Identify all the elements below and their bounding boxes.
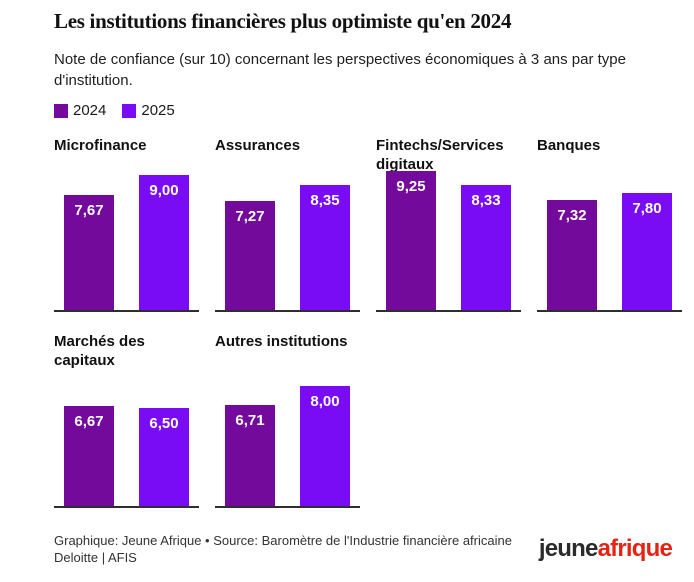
legend-swatch-2025 xyxy=(122,103,137,118)
chart-panel: Microfinance 7,67 9,00 xyxy=(54,136,199,312)
panel-plot-area: 6,67 6,50 xyxy=(54,358,199,508)
chart-panel: Fintechs/Services digitaux 9,25 8,33 xyxy=(376,136,521,312)
legend-label-2024: 2024 xyxy=(73,102,107,119)
panel-title: Assurances xyxy=(215,137,301,154)
bar-2024: 6,71 xyxy=(225,405,275,506)
bar-2025: 9,00 xyxy=(139,175,189,310)
bar-2024: 6,67 xyxy=(64,406,114,506)
panel-title: Autres institutions xyxy=(215,333,348,350)
bar-value-label: 8,35 xyxy=(310,192,340,209)
legend-swatch-2024 xyxy=(54,103,68,118)
footer: Graphique: Jeune Afrique • Source: Barom… xyxy=(54,532,682,566)
bar-value-label: 7,67 xyxy=(74,202,104,219)
logo-part-jeune: jeune xyxy=(538,535,598,562)
bar-2025: 8,35 xyxy=(300,185,350,310)
bar-value-label: 6,71 xyxy=(235,412,265,429)
bar-value-label: 6,67 xyxy=(74,413,104,430)
bar-2024: 9,25 xyxy=(386,171,436,310)
chart-panel: Assurances 7,27 8,35 xyxy=(215,136,360,312)
bar-2025: 6,50 xyxy=(139,408,189,506)
panel-plot-area: 7,67 9,00 xyxy=(54,162,199,312)
legend-label-2025: 2025 xyxy=(141,102,175,119)
bar-2025: 8,33 xyxy=(461,185,511,310)
chart-panel: Banques 7,32 7,80 xyxy=(537,136,682,312)
bar-2024: 7,27 xyxy=(225,201,275,310)
bar-2024: 7,32 xyxy=(547,200,597,310)
chart-row-1: Microfinance 7,67 9,00 Assurances 7,27 8… xyxy=(54,136,682,312)
bar-value-label: 9,25 xyxy=(396,178,426,195)
bar-2025: 8,00 xyxy=(300,386,350,506)
bar-value-label: 8,33 xyxy=(471,192,501,209)
credit-source-text: Graphique: Jeune Afrique • Source: Barom… xyxy=(54,533,512,565)
panel-title: Microfinance xyxy=(54,137,147,154)
bar-value-label: 6,50 xyxy=(149,415,179,432)
chart-subtitle: Note de confiance (sur 10) concernant le… xyxy=(54,51,626,89)
chart-title: Les institutions financières plus optimi… xyxy=(54,9,512,33)
logo-part-afrique: afrique xyxy=(597,535,673,562)
bar-value-label: 7,32 xyxy=(557,207,587,224)
bar-2025: 7,80 xyxy=(622,193,672,310)
jeune-afrique-logo: jeuneafrique xyxy=(538,535,673,563)
panel-title: Fintechs/Services digitaux xyxy=(376,137,504,173)
panel-plot-area: 7,27 8,35 xyxy=(215,162,360,312)
chart-panel: Marchés des capitaux 6,67 6,50 xyxy=(54,332,199,508)
chart-panel: Autres institutions 6,71 8,00 xyxy=(215,332,360,508)
chart-row-2: Marchés des capitaux 6,67 6,50 Autres in… xyxy=(54,332,682,508)
bar-value-label: 8,00 xyxy=(310,393,340,410)
panel-plot-area: 9,25 8,33 xyxy=(376,162,521,312)
bar-value-label: 9,00 xyxy=(149,182,179,199)
panel-title: Banques xyxy=(537,137,601,154)
panel-plot-area: 7,32 7,80 xyxy=(537,162,682,312)
panel-title: Marchés des capitaux xyxy=(54,333,145,369)
legend: 2024 2025 xyxy=(54,102,682,119)
panel-plot-area: 6,71 8,00 xyxy=(215,358,360,508)
bar-value-label: 7,27 xyxy=(235,208,265,225)
legend-item-2025: 2025 xyxy=(122,102,175,119)
bar-value-label: 7,80 xyxy=(632,200,662,217)
bar-2024: 7,67 xyxy=(64,195,114,310)
legend-item-2024: 2024 xyxy=(54,102,106,119)
